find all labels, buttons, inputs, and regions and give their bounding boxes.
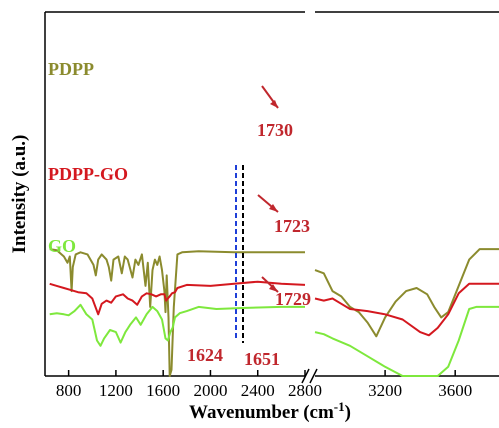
annotation-arrows [257,85,279,293]
arrowhead-1729 [269,284,278,292]
plot-frame [44,11,499,384]
series-label-pdpp: PDPP [48,59,94,79]
x-tick-label: 2400 [241,381,275,400]
x-tick-label: 1600 [146,381,180,400]
series-line-go-right [314,305,499,377]
series-line-pdpp-left [49,248,305,377]
series-label-go: GO [48,236,76,256]
x-tick-label: 2800 [288,381,322,400]
series-layer [49,248,499,377]
series-line-pdpp-go-right [314,282,499,337]
axis-break-mark-2 [309,368,318,384]
y-axis-title: Intensity (a.u.) [9,135,30,254]
series-line-pdpp-go-left [49,280,306,316]
x-tick-label: 2000 [193,381,227,400]
x-tick-label: 800 [56,381,82,400]
x-axis-title-end: ) [345,402,351,423]
x-tick-label: 3600 [438,381,472,400]
series-line-pdpp-right [314,248,499,338]
peak-label-1723: 1723 [274,216,310,236]
arrowhead-1723 [269,204,278,212]
x-axis-title-sup: -1 [334,399,345,414]
arrowhead-1730 [270,100,278,108]
x-axis-title: Wavenumber (cm-1) [189,399,351,423]
x-axis-title-main: Wavenumber (cm [189,402,334,423]
x-tick-label: 3200 [368,381,402,400]
peak-label-1624: 1624 [187,345,223,365]
x-tick-label: 1200 [99,381,133,400]
reference-lines [235,165,244,343]
peak-label-1730: 1730 [257,120,293,140]
series-label-pdpp-go: PDPP-GO [48,164,128,184]
x-ticks: 800 1200 1600 2000 2400 2800 3200 3600 [56,370,472,400]
peak-label-1729: 1729 [275,289,311,309]
peak-label-1651: 1651 [244,349,280,369]
series-line-go-left [49,303,305,347]
